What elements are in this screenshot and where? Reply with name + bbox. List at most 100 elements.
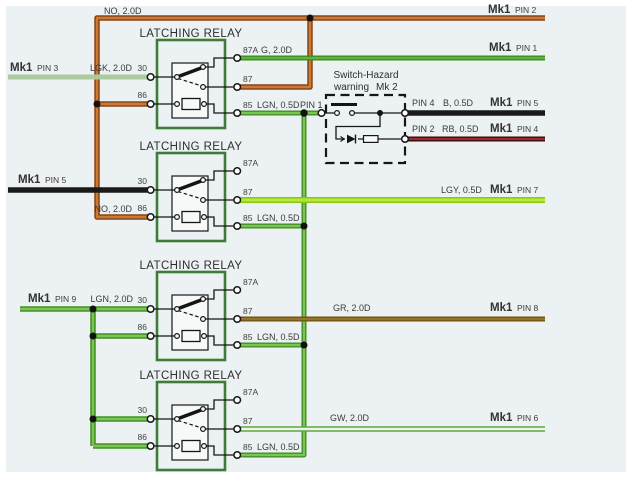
contact-circle bbox=[334, 109, 341, 116]
relay-leads bbox=[153, 399, 234, 456]
terminal-label-86: 86 bbox=[138, 322, 148, 332]
relay-blade bbox=[176, 297, 204, 311]
wire-lgn-bus bbox=[240, 110, 318, 458]
connector-endpoint-labels: Mk1 PIN 2 Mk1 PIN 1 Mk1 PIN 3 Mk1 PIN 5 … bbox=[10, 4, 539, 424]
switch-internal-wires bbox=[324, 112, 402, 140]
relay-box bbox=[155, 380, 227, 472]
endpoint-pin5-left-device: Mk1 bbox=[18, 174, 41, 186]
relay-coil bbox=[181, 439, 201, 453]
terminal-label-87: 87 bbox=[243, 187, 253, 197]
terminal-87a bbox=[233, 395, 242, 405]
terminal-87 bbox=[233, 314, 242, 324]
junction-dot bbox=[300, 341, 308, 349]
junction-dot bbox=[306, 14, 314, 22]
terminal-86 bbox=[146, 331, 155, 341]
switch-hazard-box: Switch-Hazard warning Mk 2 bbox=[317, 70, 410, 165]
terminal-30 bbox=[146, 72, 155, 82]
label-b: B, 0.5D bbox=[443, 98, 474, 108]
switch-pin4-connector bbox=[400, 108, 410, 118]
label-gr: GR, 2.0D bbox=[333, 303, 371, 313]
terminal-86 bbox=[146, 212, 155, 222]
label-lgy: LGY, 0.5D bbox=[441, 185, 482, 195]
terminal-label-86: 86 bbox=[138, 90, 148, 100]
terminal-label-86: 86 bbox=[138, 203, 148, 213]
contact-circle bbox=[201, 100, 208, 107]
relay-title: LATCHING RELAY bbox=[140, 260, 243, 272]
relay-blade-alt bbox=[177, 309, 203, 319]
label-lgn-r3: LGN, 0.5D bbox=[257, 332, 300, 342]
contact-circle bbox=[201, 333, 208, 340]
relay-box bbox=[155, 270, 227, 362]
terminal-label-85: 85 bbox=[243, 100, 253, 110]
endpoint-pin1-pin: PIN 1 bbox=[516, 43, 538, 53]
endpoint-pin2-device: Mk1 bbox=[488, 4, 511, 16]
wire-no-inner bbox=[95, 16, 545, 219]
relay-blade-alt bbox=[177, 190, 203, 200]
terminal-label-30: 30 bbox=[138, 405, 148, 415]
relay-coil bbox=[181, 210, 201, 224]
label-g: G, 2.0D bbox=[261, 45, 293, 55]
label-switch-pin1: PIN 1 bbox=[300, 100, 323, 110]
endpoint-pin6-device: Mk1 bbox=[490, 412, 513, 424]
switch-title-line2: warning bbox=[333, 82, 369, 93]
switch-pin2-connector bbox=[400, 134, 410, 144]
terminal-label-85: 85 bbox=[243, 332, 253, 342]
endpoint-pin5-left-pin: PIN 5 bbox=[45, 175, 67, 185]
switch-title-line1: Switch-Hazard bbox=[333, 70, 398, 81]
terminal-86 bbox=[146, 99, 155, 109]
terminal-86 bbox=[146, 441, 155, 451]
relay-title: LATCHING RELAY bbox=[140, 141, 243, 153]
junction-dot bbox=[89, 415, 97, 423]
label-lgn-r4: LGN, 0.5D bbox=[257, 442, 300, 452]
terminal-85 bbox=[233, 221, 242, 231]
contact-circle bbox=[200, 63, 207, 70]
relay-2: LATCHING RELAY 30 86 87A 87 85 bbox=[138, 141, 258, 243]
terminal-30 bbox=[146, 185, 155, 195]
label-no-r2: NO, 2.0D bbox=[94, 204, 132, 214]
contact-circle bbox=[201, 214, 208, 221]
terminal-87 bbox=[233, 82, 242, 92]
junction-dot bbox=[300, 222, 308, 230]
terminal-label-85: 85 bbox=[243, 213, 253, 223]
endpoint-pin3-device: Mk1 bbox=[10, 62, 33, 74]
contact-circle bbox=[174, 306, 181, 313]
endpoint-pin7-device: Mk1 bbox=[490, 184, 513, 196]
terminal-label-86: 86 bbox=[138, 432, 148, 442]
relay-blade-alt bbox=[177, 77, 203, 87]
terminal-30 bbox=[146, 304, 155, 314]
junction-dot bbox=[300, 109, 308, 117]
junction-dot bbox=[89, 305, 97, 313]
contact-circle bbox=[174, 100, 181, 107]
terminal-label-87: 87 bbox=[243, 416, 253, 426]
label-switch-pin2: PIN 2 bbox=[412, 124, 435, 134]
contact-circle bbox=[200, 406, 207, 413]
terminal-87 bbox=[233, 424, 242, 434]
endpoint-pin7-pin: PIN 7 bbox=[517, 185, 539, 195]
wire-labels: NO, 2.0D LGK, 2.0D G, 2.0D LGN, 0.5D PIN… bbox=[90, 6, 482, 452]
endpoint-pin8-pin: PIN 8 bbox=[517, 303, 539, 313]
relay-blade bbox=[176, 65, 204, 79]
relay-box bbox=[155, 151, 227, 243]
terminal-label-85: 85 bbox=[243, 442, 253, 452]
terminal-label-87a: 87A bbox=[243, 45, 258, 55]
endpoint-pin9-pin: PIN 9 bbox=[55, 294, 77, 304]
switch-title-line3: Mk 2 bbox=[376, 82, 398, 93]
contact-circle bbox=[200, 83, 207, 90]
diagram-background bbox=[6, 6, 626, 472]
relay-coil bbox=[181, 329, 201, 343]
endpoint-pin4-device: Mk1 bbox=[490, 123, 513, 135]
endpoint-pin9-device: Mk1 bbox=[28, 293, 51, 305]
junction-dot bbox=[89, 332, 97, 340]
relay-leads bbox=[153, 289, 234, 346]
contact-circle bbox=[174, 333, 181, 340]
label-lgk: LGK, 2.0D bbox=[90, 63, 133, 73]
terminal-label-30: 30 bbox=[138, 63, 148, 73]
relay-box bbox=[155, 38, 227, 130]
contact-circle bbox=[200, 316, 207, 323]
terminal-label-87: 87 bbox=[243, 74, 253, 84]
wire-lgn-left-bus bbox=[20, 306, 148, 449]
resistor bbox=[362, 135, 379, 144]
relay-blade bbox=[176, 178, 204, 192]
